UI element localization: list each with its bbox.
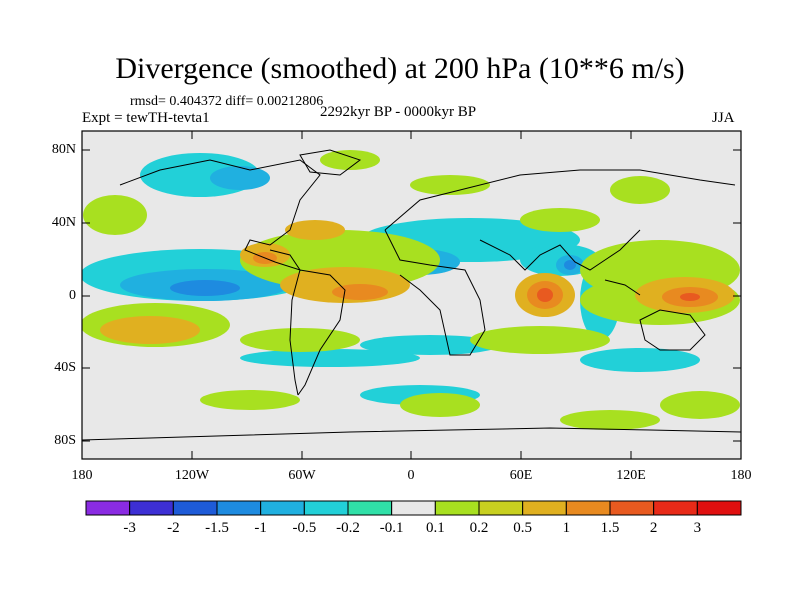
colorbar-label: 3 <box>693 520 702 536</box>
colorbar <box>85 500 742 516</box>
divergence-field <box>82 149 741 441</box>
x-tick-label: 0 <box>407 468 415 483</box>
colorbar-label: 0.5 <box>513 520 533 536</box>
stats-text: rmsd= 0.404372 diff= 0.00212806 <box>130 94 324 109</box>
colorbar-label: 1 <box>562 520 571 536</box>
colorbar-label: 0.2 <box>469 520 489 536</box>
peak-positive-regions <box>537 288 700 302</box>
period-label: 2292kyr BP - 0000kyr BP <box>320 104 477 120</box>
colorbar-swatch <box>565 500 611 516</box>
colorbar-swatch <box>129 500 174 516</box>
colorbar-label: -0.2 <box>336 520 360 536</box>
colorbar-swatch <box>260 500 305 516</box>
season-label: JJA <box>712 110 735 126</box>
colorbar-swatch <box>347 500 393 516</box>
colorbar-swatch <box>172 500 218 516</box>
colorbar-label: 1.5 <box>600 520 620 536</box>
x-tick-label: 120E <box>616 468 646 483</box>
axis-ticks <box>81 131 742 459</box>
experiment-label: Expt = tewTH-tevta1 <box>82 110 210 126</box>
colorbar-label: 0.1 <box>425 520 445 536</box>
colorbar-swatch <box>653 500 698 516</box>
y-tick-label: 0 <box>69 288 76 303</box>
colorbar-swatch <box>303 500 349 516</box>
colorbar-label: -3 <box>123 520 136 536</box>
colorbar-swatch <box>522 500 567 516</box>
x-tick-label: 60E <box>509 468 533 483</box>
colorbar-label: -0.5 <box>292 520 317 536</box>
colorbar-swatch <box>434 500 480 516</box>
colorbar-label: -0.1 <box>379 520 404 536</box>
colorbar-label: -1.5 <box>205 520 229 536</box>
colorbar-swatch <box>478 500 524 516</box>
colorbar-swatch <box>696 500 742 516</box>
colorbar-swatch <box>85 500 131 516</box>
y-tick-label: 40S <box>54 360 76 375</box>
colorbar-swatch <box>609 500 655 516</box>
colorbar-swatch <box>216 500 262 516</box>
x-tick-label: 60W <box>288 468 316 483</box>
y-tick-label: 80S <box>54 433 76 448</box>
colorbar-label: -2 <box>167 520 180 536</box>
colorbar-label: -1 <box>254 520 267 536</box>
y-tick-label: 80N <box>51 142 76 157</box>
x-tick-label: 180 <box>71 468 93 483</box>
weak-positive-regions <box>82 150 740 430</box>
x-tick-label: 120W <box>174 468 210 483</box>
x-tick-label: 180 <box>730 468 752 483</box>
coastlines <box>82 149 741 441</box>
plot-title: Divergence (smoothed) at 200 hPa (10**6 … <box>115 52 685 85</box>
colorbar-label: 2 <box>649 520 658 536</box>
colorbar-swatch <box>391 500 436 516</box>
y-tick-label: 40N <box>51 215 76 230</box>
